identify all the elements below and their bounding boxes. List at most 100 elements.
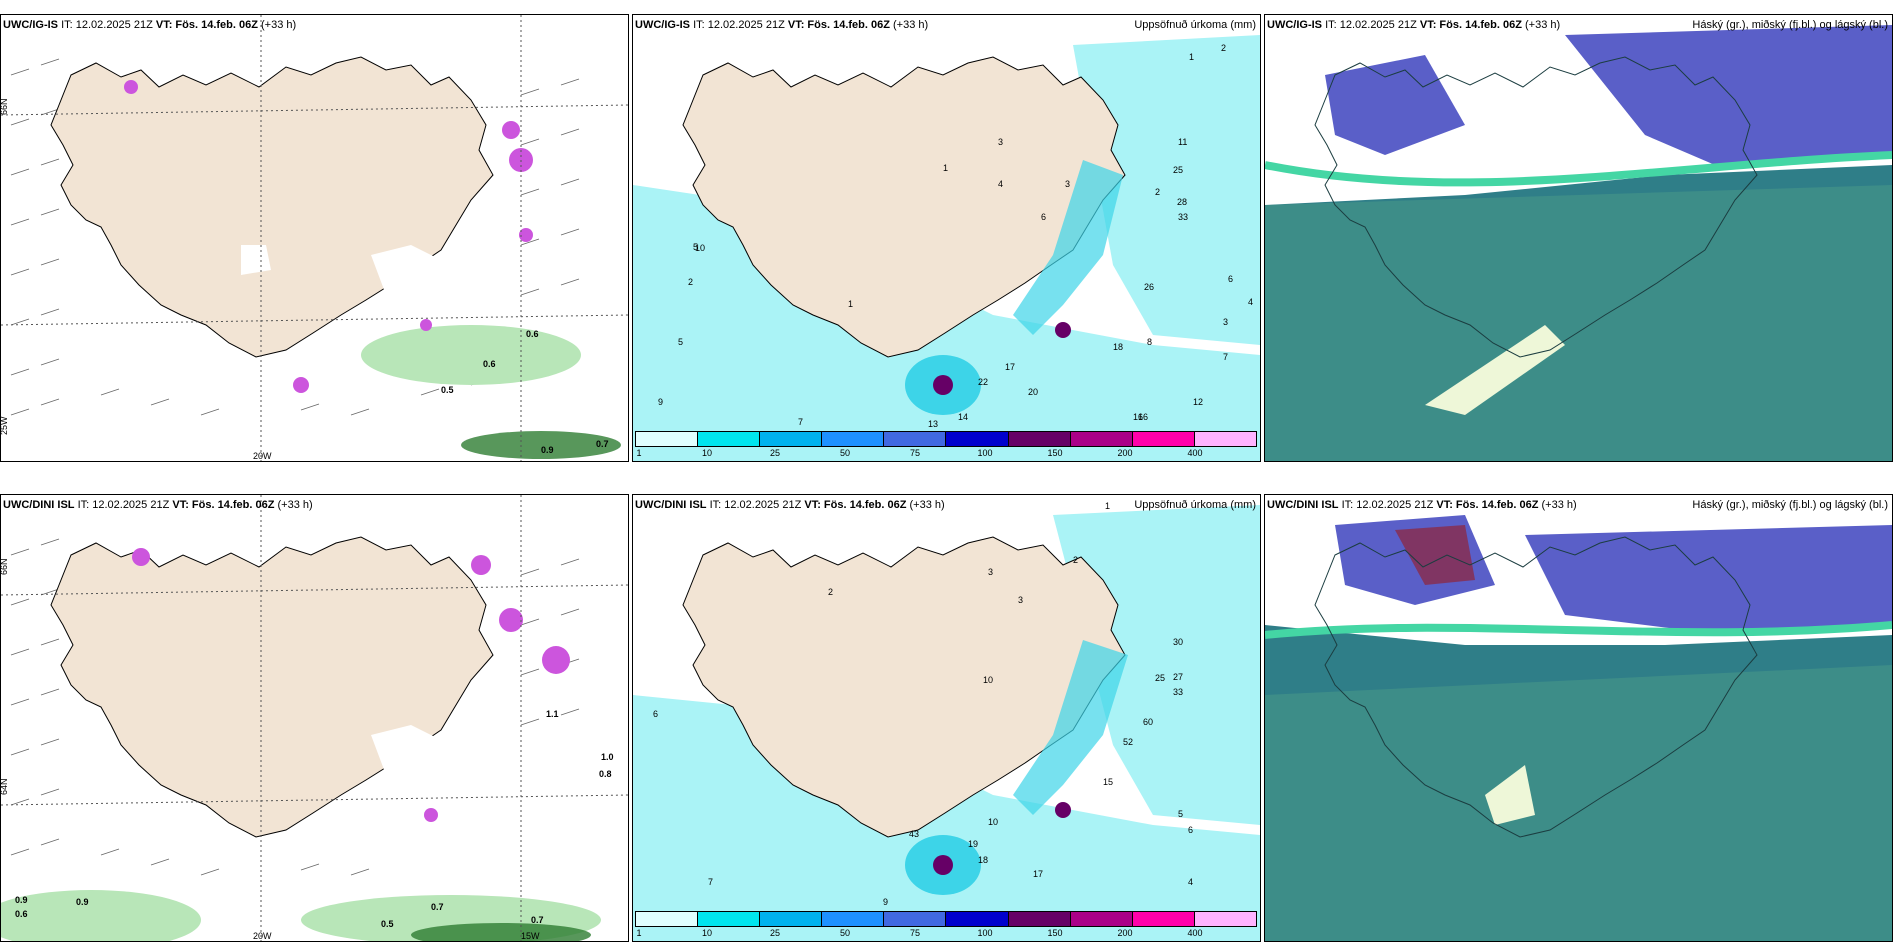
- cloud-map: [1265, 15, 1892, 461]
- precip-value: 12: [1193, 397, 1203, 407]
- wind-barbs: [10, 58, 580, 416]
- precip-value: 26: [1144, 282, 1154, 292]
- purple-spot: [471, 555, 491, 575]
- wind-map: 1.1 1.0 0.8 0.9 0.6 0.9 0.5 0.7 0.7 20W …: [1, 495, 628, 941]
- legend-swatch: [636, 432, 699, 446]
- precip-value: 17: [1033, 869, 1043, 879]
- precip-value: 4: [998, 179, 1003, 189]
- wind-value: 0.7: [596, 439, 609, 449]
- cloud-light: [1485, 765, 1535, 825]
- lat-label: 66N: [1, 558, 9, 575]
- purple-spot: [132, 548, 150, 566]
- cloud-light: [1425, 325, 1565, 415]
- legend-tick: 150: [1047, 928, 1063, 938]
- precip-value: 15: [1103, 777, 1113, 787]
- precip-mid: [1013, 640, 1128, 815]
- precip-value: 6: [1188, 825, 1193, 835]
- precip-value: 6: [653, 709, 658, 719]
- precip-value: 4: [1248, 297, 1253, 307]
- lat-label: 64N: [1, 778, 9, 795]
- precip-value: 8: [1147, 337, 1152, 347]
- precip-value: 9: [883, 897, 888, 907]
- panel-wind-ig: 0.6 0.6 0.5 0.7 0.9 20W 66N 25W UWC/IG-I…: [0, 14, 629, 462]
- lon-label: 20W: [253, 931, 272, 941]
- lon-label: 15W: [521, 931, 540, 941]
- panel-title: Háský (gr.), miðský (fj.bl.) og lágský (…: [1692, 19, 1888, 31]
- lon-label: 20W: [253, 451, 272, 461]
- precip-value: 2: [1221, 43, 1226, 53]
- green-shade: [361, 325, 581, 385]
- precip-value: 5: [1178, 809, 1183, 819]
- legend-swatch: [1070, 432, 1133, 446]
- precip-value: 52: [1123, 737, 1133, 747]
- cloud-red: [1395, 525, 1475, 585]
- purple-spot: [420, 319, 432, 331]
- precip-value: 1: [848, 299, 853, 309]
- legend-swatch: [760, 912, 823, 926]
- precip-value: 2: [1155, 187, 1160, 197]
- wind-value: 0.6: [483, 359, 496, 369]
- precip-value: 30: [1173, 637, 1183, 647]
- precip-value: 3: [1065, 179, 1070, 189]
- legend-tick: 10: [701, 448, 713, 458]
- cloud-violet: [1565, 25, 1892, 165]
- iceland-land: [50, 56, 494, 358]
- glacier: [371, 725, 441, 775]
- legend-tick: 400: [1187, 448, 1203, 458]
- legend-swatch: [1132, 432, 1195, 446]
- precip-value: 19: [968, 839, 978, 849]
- legend-swatch: [1194, 912, 1256, 926]
- precip-value: 43: [909, 829, 919, 839]
- precip-value: 60: [1143, 717, 1153, 727]
- panel-header: UWC/DINI ISL IT: 12.02.2025 21Z VT: Fös.…: [3, 499, 313, 511]
- precip-light: [1073, 35, 1260, 345]
- precip-value: 33: [1173, 687, 1183, 697]
- precip-value: 3: [1223, 317, 1228, 327]
- cloud-green: [1265, 185, 1892, 461]
- precip-mid: [1013, 160, 1123, 335]
- wind-value: 0.5: [441, 385, 454, 395]
- purple-spot: [293, 377, 309, 393]
- wind-value: 0.6: [15, 909, 28, 919]
- purple-spot: [502, 121, 520, 139]
- precip-value: 9: [658, 397, 663, 407]
- legend-tick: 10: [701, 928, 713, 938]
- legend-tick: 200: [1117, 928, 1133, 938]
- legend-swatch: [946, 432, 1009, 446]
- panel-clouds-dini: UWC/DINI ISL IT: 12.02.2025 21Z VT: Fös.…: [1264, 494, 1893, 942]
- precip-value: 16: [1133, 412, 1143, 422]
- precip-legend: 1 10 25 50 75 100 150 200 400: [635, 911, 1257, 939]
- precip-value: 16: [1138, 412, 1148, 422]
- panel-title: Uppsöfnuð úrkoma (mm): [1134, 19, 1256, 31]
- precip-legend: 1 10 25 50 75 100 150 200 400: [635, 431, 1257, 459]
- precip-value: 4: [1188, 877, 1193, 887]
- legend-swatch: [760, 432, 823, 446]
- precip-value: 10: [988, 817, 998, 827]
- precip-value: 6: [1041, 212, 1046, 222]
- precip-value: 7: [708, 877, 713, 887]
- precip-value: 2: [1073, 555, 1078, 565]
- panel-clouds-ig: UWC/IG-IS IT: 12.02.2025 21Z VT: Fös. 14…: [1264, 14, 1893, 462]
- precip-value: 18: [978, 855, 988, 865]
- glacier: [371, 245, 441, 295]
- legend-swatch: [946, 912, 1009, 926]
- precip-value: 1: [943, 163, 948, 173]
- precip-map: 2 3 6 10 30 27 25 33 52 60 43 19 18 17 1…: [633, 495, 1260, 941]
- legend-tick: 200: [1117, 448, 1133, 458]
- wind-value: 0.8: [599, 769, 612, 779]
- green-dark-shade: [461, 431, 621, 459]
- precip-value: 10: [983, 675, 993, 685]
- legend-swatch: [698, 912, 761, 926]
- legend-tick: 400: [1187, 928, 1203, 938]
- cloud-front: [1265, 621, 1892, 639]
- legend-bar: [635, 431, 1257, 447]
- precip-value: 3: [1018, 595, 1023, 605]
- precip-value: 18: [1113, 342, 1123, 352]
- precip-map: 1 2 3 1 2 4 3 6 12 25 26 33 28 18 22 17 …: [633, 15, 1260, 461]
- wind-map: 0.6 0.6 0.5 0.7 0.9 20W 66N 25W: [1, 15, 628, 461]
- legend-swatch: [822, 432, 885, 446]
- precip-value: 2: [688, 277, 693, 287]
- legend-tick: 150: [1047, 448, 1063, 458]
- precip-value: 7: [798, 417, 803, 427]
- precip-value: 7: [1223, 352, 1228, 362]
